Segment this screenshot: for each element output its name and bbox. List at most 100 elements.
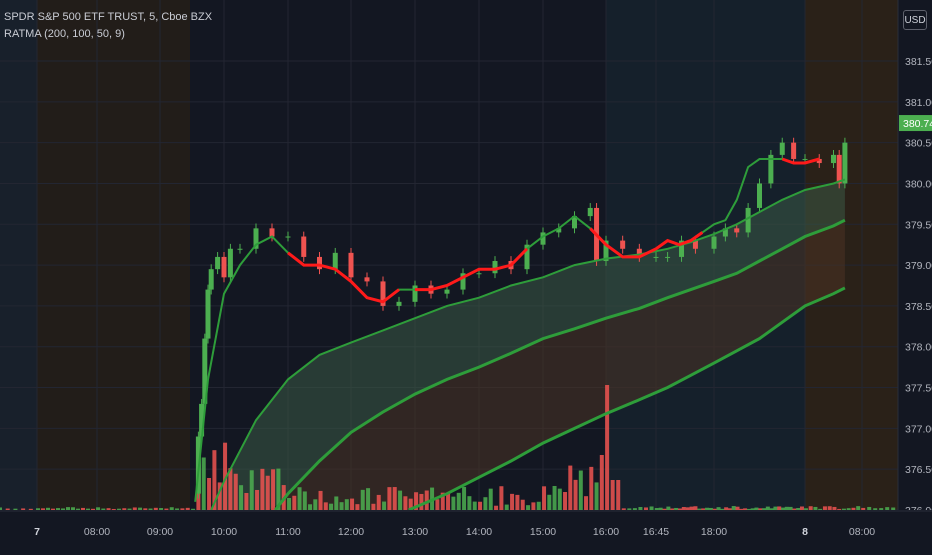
volume-bar-62	[334, 496, 339, 510]
candle-body-11	[269, 228, 275, 237]
volume-bar-147	[750, 508, 755, 510]
volume-bar-150	[762, 508, 767, 510]
candle-body-22	[444, 289, 450, 294]
volume-bar-77	[414, 492, 419, 510]
volume-bar-38	[207, 477, 212, 510]
volume-bar-141	[727, 508, 732, 510]
volume-bar-54	[292, 495, 297, 510]
x-tick-2: 09:00	[147, 526, 173, 538]
candle-body-37	[665, 256, 671, 258]
volume-bar-175	[873, 508, 878, 510]
volume-bar-12	[71, 507, 75, 510]
volume-bar-65	[350, 498, 355, 510]
candle-body-2	[199, 403, 205, 437]
volume-bar-37	[201, 457, 206, 510]
volume-bar-109	[584, 496, 589, 510]
candle-body-9	[237, 248, 243, 250]
volume-bar-48	[260, 468, 265, 510]
volume-bar-81	[435, 499, 440, 510]
volume-bar-140	[724, 507, 729, 510]
x-tick-12: 8	[802, 526, 808, 538]
volume-bar-102	[547, 494, 552, 510]
currency-button[interactable]: USD	[903, 10, 927, 30]
volume-bar-92	[494, 505, 499, 510]
volume-bar-131	[689, 506, 694, 510]
volume-bar-17	[96, 507, 101, 510]
indicator-title[interactable]: RATMA (200, 100, 50, 9)	[4, 28, 125, 40]
volume-bar-63	[339, 502, 344, 510]
candle-body-47	[791, 142, 797, 159]
volume-bar-7	[46, 507, 50, 510]
volume-bar-47	[255, 489, 260, 510]
volume-bar-59	[318, 490, 323, 510]
volume-bar-18	[101, 508, 106, 510]
volume-bar-89	[478, 501, 483, 510]
volume-bar-26	[143, 508, 148, 510]
x-tick-8: 15:00	[530, 526, 556, 538]
volume-bar-127	[674, 507, 679, 510]
volume-bar-35	[191, 508, 196, 510]
candle-body-17	[364, 277, 370, 282]
volume-bar-159	[796, 508, 801, 510]
ma-fast-red-3	[781, 157, 820, 165]
y-tick-9: 377.00	[905, 423, 932, 435]
volume-bar-21	[117, 508, 122, 510]
y-tick-6: 378.50	[905, 301, 932, 313]
volume-bar-60	[323, 502, 328, 510]
volume-bar-86	[462, 486, 467, 510]
volume-bar-114	[610, 480, 615, 510]
candle-body-4	[205, 289, 211, 339]
y-tick-5: 379.00	[905, 260, 932, 272]
x-tick-10: 16:45	[643, 526, 669, 538]
x-tick-5: 12:00	[338, 526, 364, 538]
volume-bar-29	[159, 508, 164, 510]
volume-bar-116	[621, 508, 626, 510]
volume-bar-41	[223, 442, 228, 510]
volume-bar-144	[739, 508, 744, 510]
candle-body-3	[202, 338, 208, 404]
volume-bar-42	[228, 468, 233, 510]
volume-bar-117	[627, 508, 632, 510]
x-tick-3: 10:00	[211, 526, 237, 538]
x-tick-6: 13:00	[402, 526, 428, 538]
volume-bar-56	[302, 491, 307, 510]
volume-bar-82	[440, 492, 445, 510]
volume-bar-5	[36, 508, 40, 510]
volume-bar-148	[754, 507, 759, 510]
volume-bar-9	[56, 508, 60, 510]
volume-bar-79	[424, 490, 429, 510]
symbol-title[interactable]: SPDR S&P 500 ETF TRUST, 5, Cboe BZX	[4, 11, 213, 23]
volume-bar-15	[86, 508, 90, 510]
candle-body-31	[587, 207, 593, 217]
candle-body-40	[711, 236, 717, 249]
volume-bar-4	[28, 508, 33, 510]
volume-bar-95	[510, 493, 515, 510]
volume-bar-44	[239, 485, 244, 510]
y-tick-10: 376.50	[905, 464, 932, 476]
ma-fast-red-0	[287, 251, 400, 304]
volume-bar-39	[212, 450, 217, 510]
volume-bar-31	[169, 507, 174, 510]
volume-bar-98	[526, 505, 531, 510]
volume-bar-125	[666, 506, 671, 510]
candle-body-25	[492, 261, 498, 274]
volume-bar-165	[822, 506, 827, 510]
volume-bar-30	[164, 508, 169, 510]
candle-body-6	[215, 256, 221, 270]
band-fill-100-200	[275, 220, 845, 510]
volume-bar-173	[861, 507, 866, 510]
volume-bar-164	[818, 508, 823, 510]
volume-bar-130	[685, 507, 690, 510]
y-tick-7: 378.00	[905, 342, 932, 354]
volume-bar-69	[371, 503, 376, 510]
volume-bar-133	[697, 508, 702, 510]
volume-bar-112	[599, 455, 604, 510]
volume-bar-151	[765, 506, 770, 510]
volume-bar-176	[879, 508, 884, 510]
volume-bar-167	[832, 506, 837, 510]
volume-bar-67	[360, 489, 365, 510]
volume-bar-76	[408, 498, 413, 510]
volume-bar-169	[841, 508, 846, 510]
